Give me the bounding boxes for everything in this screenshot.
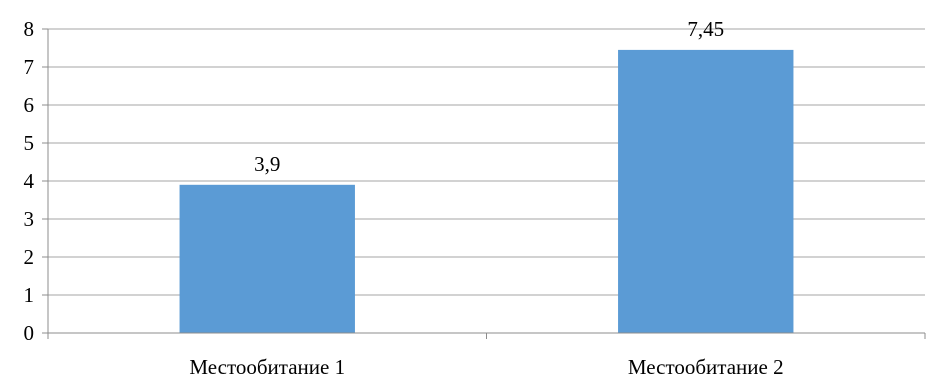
y-tick-label: 1 (24, 283, 35, 307)
y-tick-label: 5 (24, 131, 35, 155)
y-tick-label: 4 (24, 169, 35, 193)
category-labels: Местообитание 1 Местообитание 2 (189, 355, 783, 379)
y-tick-label: 3 (24, 207, 35, 231)
bars (179, 49, 794, 334)
data-labels: 3,9 7,45 (254, 17, 724, 176)
y-tick-label: 8 (24, 17, 35, 41)
data-label-1: 3,9 (254, 152, 280, 176)
y-tick-label: 6 (24, 93, 35, 117)
data-label-2: 7,45 (687, 17, 724, 41)
y-tick-label: 7 (24, 55, 35, 79)
y-tick-labels: 0 1 2 3 4 5 6 7 8 (24, 17, 35, 345)
bar-1 (179, 184, 355, 333)
axes (42, 28, 926, 339)
y-tick-label: 0 (24, 321, 35, 345)
category-label-2: Местообитание 2 (628, 355, 784, 379)
y-tick-label: 2 (24, 245, 35, 269)
category-label-1: Местообитание 1 (189, 355, 345, 379)
bar-2 (618, 49, 794, 334)
